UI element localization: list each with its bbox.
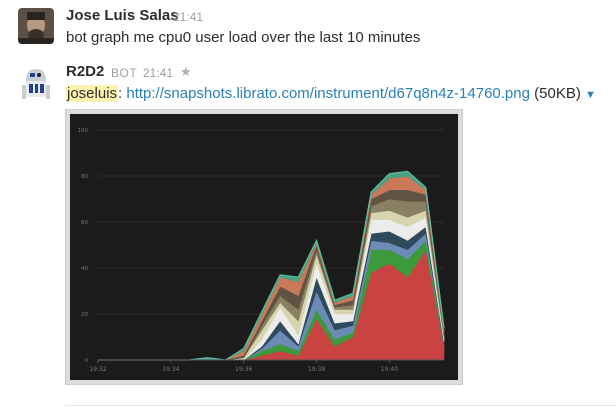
avatar-r2d2[interactable] xyxy=(18,65,54,101)
x-tick-label: 19:36 xyxy=(235,366,252,373)
chart-image[interactable]: 0 20 40 60 80 100 19:32 19:34 19:36 19:38 19:40 xyxy=(65,109,463,385)
author-name[interactable]: Jose Luis Salas xyxy=(66,7,179,24)
x-tick-label: 19:40 xyxy=(381,366,398,373)
avatar-jose[interactable] xyxy=(18,8,54,44)
user-mention[interactable]: joseluis xyxy=(66,85,119,102)
chevron-down-icon[interactable]: ▼ xyxy=(585,89,596,101)
x-tick-label: 19:34 xyxy=(162,366,179,373)
author-name[interactable]: R2D2 xyxy=(66,63,105,80)
y-tick-label: 40 xyxy=(81,266,88,272)
y-tick-label: 60 xyxy=(81,220,88,226)
image-link[interactable]: http://snapshots.librato.com/instrument/… xyxy=(126,85,530,102)
bot-badge: BOT xyxy=(111,66,138,80)
mention-separator: : xyxy=(118,85,127,102)
message-text: bot graph me cpu0 user load over the las… xyxy=(66,29,421,46)
star-icon[interactable]: ★ xyxy=(180,64,192,79)
chart-canvas: 0 20 40 60 80 100 19:32 19:34 19:36 19:38 19:40 xyxy=(70,114,458,380)
file-size: (50KB) xyxy=(529,85,581,102)
message-r2d2: R2D2 BOT 21:41 ★ joseluis: http://snapsh… xyxy=(0,58,616,388)
timestamp[interactable]: 21:41 xyxy=(143,66,174,80)
divider xyxy=(65,405,616,406)
cpu-load-chart: 0 20 40 60 80 100 19:32 19:34 19:36 19:38 19:40 xyxy=(78,128,445,373)
x-tick-label: 19:38 xyxy=(308,366,325,373)
y-tick-label: 20 xyxy=(81,312,88,318)
message-jose: Jose Luis Salas 21:41 bot graph me cpu0 … xyxy=(0,0,616,55)
timestamp[interactable]: 21:41 xyxy=(173,10,204,24)
y-tick-label: 80 xyxy=(81,174,88,180)
y-tick-label: 100 xyxy=(78,128,89,134)
y-tick-label: 0 xyxy=(85,358,89,364)
x-tick-label: 19:32 xyxy=(89,366,106,373)
message-text: joseluis: http://snapshots.librato.com/i… xyxy=(66,85,596,102)
